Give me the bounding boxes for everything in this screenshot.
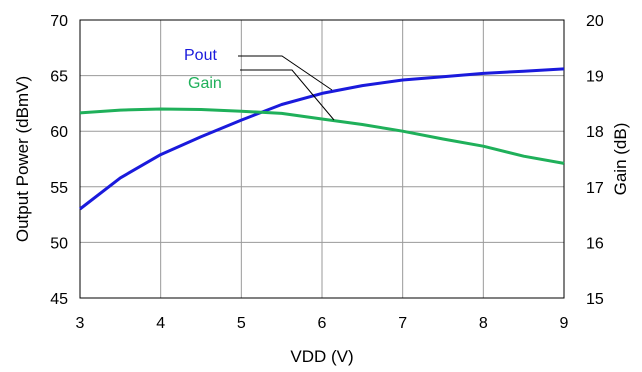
x-tick-label: 8 <box>479 315 488 332</box>
series-line-pout <box>79 67 565 211</box>
y-axis-title: Output Power (dBmV) <box>13 76 32 242</box>
series-lines <box>79 67 565 211</box>
gridlines <box>80 20 564 298</box>
series-line-gain <box>79 107 565 165</box>
x-tick-labels: 3 4 5 6 7 8 9 <box>76 315 569 332</box>
x-tick-label: 9 <box>560 315 569 332</box>
y2-tick-label: 17 <box>586 180 604 197</box>
y2-tick-labels: 15 16 17 18 19 20 <box>586 13 604 308</box>
legend-label-gain: Gain <box>188 75 222 92</box>
y2-axis-title: Gain (dB) <box>611 123 630 196</box>
x-tick-label: 7 <box>398 315 407 332</box>
x-tick-label: 3 <box>76 315 85 332</box>
y-tick-label: 60 <box>50 124 68 141</box>
legend-leaders <box>238 55 335 121</box>
x-tick-label: 4 <box>156 315 165 332</box>
legend-label-pout: Pout <box>184 47 217 64</box>
y-tick-label: 65 <box>50 69 68 86</box>
x-tick-label: 5 <box>237 315 246 332</box>
leader-line-gain <box>240 69 335 121</box>
plot-frame <box>79 19 565 299</box>
y-tick-label: 45 <box>50 291 68 308</box>
x-tick-label: 6 <box>318 315 327 332</box>
y-tick-label: 70 <box>50 13 68 30</box>
y2-tick-label: 19 <box>586 69 604 86</box>
leader-line-pout <box>238 55 333 91</box>
y-tick-labels: 45 50 55 60 65 70 <box>50 13 68 308</box>
y2-tick-label: 18 <box>586 124 604 141</box>
y-tick-label: 50 <box>50 235 68 252</box>
y2-tick-label: 20 <box>586 13 604 30</box>
y2-tick-label: 15 <box>586 291 604 308</box>
y2-tick-label: 16 <box>586 235 604 252</box>
y-tick-label: 55 <box>50 180 68 197</box>
plot-border <box>79 19 565 299</box>
x-axis-title: VDD (V) <box>290 347 353 366</box>
